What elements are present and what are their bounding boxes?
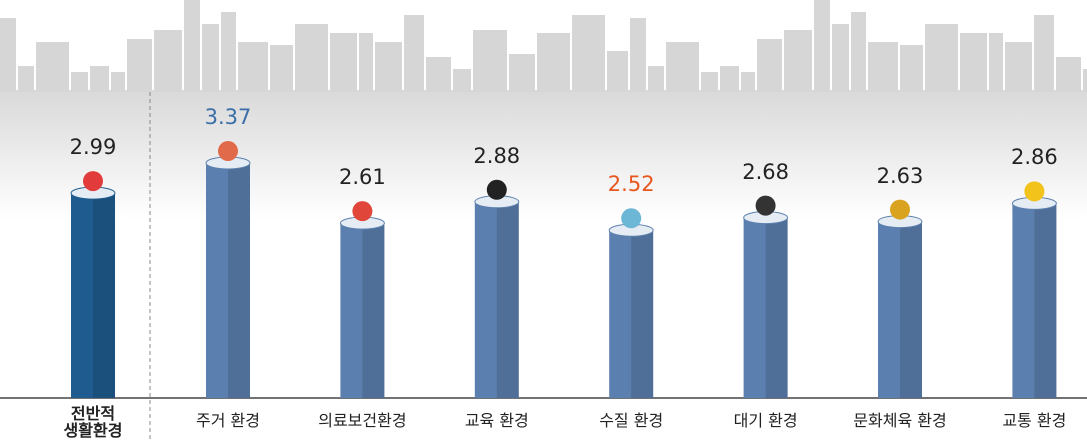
building <box>1034 15 1054 92</box>
bar-shade <box>631 230 654 398</box>
building <box>1083 69 1087 92</box>
icon <box>83 171 103 192</box>
x-tick-label: 주거 환경 <box>196 411 260 430</box>
bar <box>743 217 788 398</box>
building <box>238 42 268 92</box>
x-tick-label: 의료보건환경 <box>318 411 407 430</box>
building <box>90 66 109 92</box>
bar <box>474 201 519 398</box>
building <box>814 0 830 92</box>
building <box>426 57 451 92</box>
building <box>359 33 373 92</box>
bar <box>206 163 250 398</box>
building <box>221 12 236 92</box>
icon <box>621 208 642 229</box>
icon <box>218 141 238 162</box>
bar <box>1012 203 1057 398</box>
skyline <box>0 0 1087 92</box>
value-label: 2.61 <box>339 165 386 190</box>
bar <box>878 221 922 398</box>
x-tick-label: 대기 환경 <box>733 411 798 430</box>
building <box>666 42 699 92</box>
value-label: 2.86 <box>1011 145 1058 170</box>
building <box>900 45 923 92</box>
x-tick-label: 교육 환경 <box>464 411 529 430</box>
x-tick-label: 문화체육 환경 <box>853 411 947 430</box>
building <box>925 24 958 92</box>
building <box>648 66 664 92</box>
building <box>0 18 16 92</box>
background-band <box>0 90 1087 220</box>
building <box>960 33 987 92</box>
building <box>509 54 535 92</box>
x-tick-label: 전반적 생활환경 <box>63 404 123 440</box>
bar-shade <box>228 163 250 398</box>
x-tick-label: 수질 환경 <box>599 411 664 430</box>
bar-shade <box>496 201 519 398</box>
icon <box>352 201 373 222</box>
value-label: 2.88 <box>473 143 521 168</box>
building <box>295 24 328 92</box>
icon <box>890 199 910 220</box>
building <box>36 42 69 92</box>
building <box>154 30 182 92</box>
value-label: 2.52 <box>607 172 655 197</box>
value-label: 2.99 <box>69 135 117 160</box>
building <box>453 69 471 92</box>
building <box>202 24 219 92</box>
building <box>701 72 718 92</box>
building <box>270 45 293 92</box>
x-tick-label: 교통 환경 <box>1002 411 1067 430</box>
building <box>607 51 628 92</box>
icon <box>755 195 776 216</box>
building <box>572 15 605 92</box>
bar <box>71 193 115 398</box>
building <box>784 30 812 92</box>
bar-shade <box>93 193 115 398</box>
building <box>757 39 782 92</box>
building <box>375 42 402 92</box>
value-label: 2.68 <box>742 159 789 184</box>
value-label: 3.37 <box>204 105 252 130</box>
value-label: 2.63 <box>876 163 924 188</box>
icon <box>486 179 507 200</box>
bar <box>609 230 654 398</box>
bar <box>340 223 385 398</box>
building <box>127 39 152 92</box>
building <box>111 72 125 92</box>
bar-shade <box>765 217 788 398</box>
building <box>330 33 357 92</box>
building <box>473 30 507 92</box>
bar-shade <box>1034 203 1057 398</box>
building <box>404 15 424 92</box>
building <box>851 12 866 92</box>
building <box>1005 42 1032 92</box>
building <box>537 33 570 92</box>
building <box>989 33 1003 92</box>
bar-shade <box>900 221 922 398</box>
building <box>1056 57 1081 92</box>
building <box>630 18 646 92</box>
bar-shade <box>362 223 385 398</box>
building <box>720 66 739 92</box>
building <box>71 72 88 92</box>
building <box>832 24 849 92</box>
icon <box>1024 181 1045 202</box>
building <box>18 66 34 92</box>
building <box>741 72 755 92</box>
building <box>868 42 898 92</box>
building <box>184 0 200 92</box>
